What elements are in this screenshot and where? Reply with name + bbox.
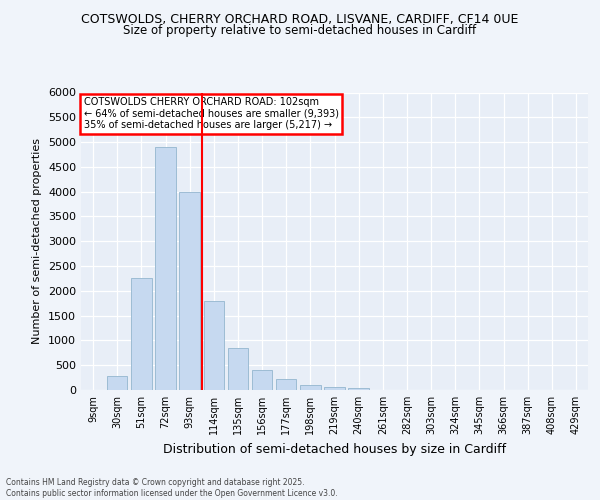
Bar [252,370,272,390]
Text: COTSWOLDS, CHERRY ORCHARD ROAD, LISVANE, CARDIFF, CF14 0UE: COTSWOLDS, CHERRY ORCHARD ROAD, LISVANE,… [82,12,518,26]
Y-axis label: Number of semi-detached properties: Number of semi-detached properties [32,138,43,344]
Bar [227,348,248,390]
Bar [276,379,296,390]
Text: COTSWOLDS CHERRY ORCHARD ROAD: 102sqm
← 64% of semi-detached houses are smaller : COTSWOLDS CHERRY ORCHARD ROAD: 102sqm ← … [83,97,338,130]
Bar [179,192,200,390]
Bar [300,385,320,390]
X-axis label: Distribution of semi-detached houses by size in Cardiff: Distribution of semi-detached houses by … [163,442,506,456]
Bar [203,300,224,390]
Bar [155,147,176,390]
Bar [349,388,369,390]
Bar [324,386,345,390]
Text: Size of property relative to semi-detached houses in Cardiff: Size of property relative to semi-detach… [124,24,476,37]
Text: Contains HM Land Registry data © Crown copyright and database right 2025.
Contai: Contains HM Land Registry data © Crown c… [6,478,338,498]
Bar [131,278,152,390]
Bar [107,376,127,390]
